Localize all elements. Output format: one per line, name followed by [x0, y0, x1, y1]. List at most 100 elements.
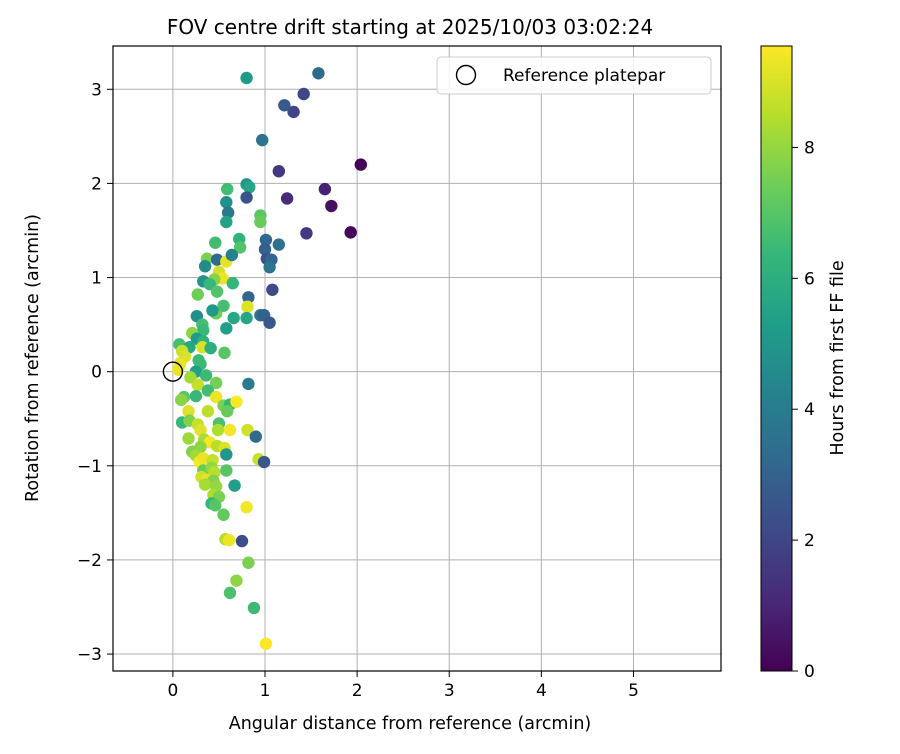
colorbar-tick-label: 8: [804, 138, 815, 158]
x-tick-label: 2: [352, 681, 363, 701]
scatter-point: [233, 241, 247, 254]
scatter-point: [263, 316, 276, 329]
y-tick-label: 0: [91, 363, 102, 383]
scatter-point: [209, 390, 223, 404]
x-axis-label: Angular distance from reference (arcmin): [229, 714, 592, 734]
scatter-point: [257, 455, 271, 469]
scatter-point: [258, 243, 272, 256]
scatter-point: [243, 180, 256, 194]
scatter-point: [354, 158, 368, 171]
y-tick-label: 1: [91, 269, 102, 289]
reference-platepar-marker: [162, 361, 184, 382]
scatter-point: [197, 324, 210, 337]
scatter-point: [198, 260, 212, 273]
x-tick-label: 5: [628, 681, 639, 701]
scatter-point: [256, 133, 269, 147]
colorbar-tick-label: 0: [804, 662, 815, 682]
scatter-point: [189, 389, 203, 403]
y-axis-label: Rotation from reference (arcmin): [23, 214, 43, 502]
scatter-point: [228, 479, 241, 492]
scatter-point: [227, 311, 240, 325]
colorbar: [760, 45, 793, 672]
x-tick-label: 1: [260, 681, 271, 701]
scatter-point: [191, 378, 204, 392]
scatter-point: [220, 322, 233, 335]
scatter-point: [226, 276, 239, 290]
y-tick-label: 2: [91, 174, 102, 194]
colorbar-tick-label: 4: [804, 400, 815, 420]
scatter-point: [300, 227, 313, 240]
scatter-point: [230, 395, 243, 408]
y-tick-label: −1: [77, 457, 102, 477]
scatter-point: [222, 533, 236, 547]
scatter-point: [220, 215, 233, 229]
scatter-point: [209, 376, 223, 390]
scatter-point: [225, 248, 239, 262]
scatter-point: [201, 384, 215, 397]
scatter-point: [240, 311, 253, 325]
x-tick-label: 3: [444, 681, 455, 701]
scatter-point: [209, 499, 222, 512]
scatter-point: [242, 291, 255, 304]
scatter-point: [221, 405, 234, 418]
scatter-point: [211, 423, 225, 437]
scatter-point: [318, 182, 332, 196]
legend-box: [436, 56, 712, 95]
scatter-point: [241, 423, 254, 437]
scatter-point: [204, 341, 217, 355]
scatter-point: [197, 452, 210, 465]
scatter-point: [209, 236, 222, 249]
colorbar-ticks: 0 2 4 6 8: [792, 138, 815, 682]
scatter-point: [242, 556, 255, 569]
x-axis-ticks: 0 1 2 3 4 5: [167, 671, 639, 701]
scatter-point: [206, 304, 219, 317]
scatter-point: [223, 423, 237, 437]
scatter-point: [210, 253, 224, 266]
scatter-point: [223, 586, 237, 600]
scatter-point: [287, 105, 300, 119]
colorbar-tick-label: 6: [804, 269, 815, 289]
scatter-point: [344, 226, 357, 239]
scatter-point: [312, 67, 325, 80]
legend-label: Reference platepar: [503, 66, 665, 86]
scatter-point: [220, 448, 233, 461]
chart-title: FOV centre drift starting at 2025/10/03 …: [167, 15, 653, 39]
scatter-point: [278, 99, 291, 112]
y-axis-ticks: −3 −2 −1 0 1 2 3: [77, 80, 113, 665]
scatter-point: [280, 192, 294, 205]
scatter-point: [263, 260, 276, 274]
scatter-point: [199, 369, 213, 382]
scatter-point: [218, 346, 231, 360]
scatter-point: [272, 238, 286, 251]
scatter-point: [249, 430, 262, 443]
scatter-point: [235, 534, 249, 548]
y-tick-label: −3: [77, 645, 102, 665]
scatter-point: [182, 432, 195, 445]
colorbar-label: Hours from first FF file: [828, 260, 848, 455]
scatter-point: [210, 285, 224, 298]
legend: Reference platepar: [436, 56, 712, 95]
colorbar-tick-label: 2: [804, 531, 815, 551]
x-tick-label: 4: [536, 681, 547, 701]
legend-marker-open-circle: [455, 64, 477, 86]
scatter-point: [220, 196, 233, 209]
scatter-points: [162, 67, 368, 650]
scatter-point: [198, 478, 212, 491]
scatter-point: [247, 601, 261, 615]
scatter-point: [182, 405, 195, 418]
y-tick-label: −2: [77, 551, 102, 571]
scatter-point: [259, 637, 273, 650]
scatter-point: [240, 501, 253, 514]
scatter-point: [259, 233, 273, 247]
plot-frame: [112, 45, 722, 672]
scatter-point: [191, 288, 204, 301]
scatter-point: [254, 215, 267, 229]
scatter-point: [240, 191, 253, 204]
scatter-point: [221, 182, 234, 196]
scatter-point: [242, 377, 255, 391]
scatter-point: [174, 393, 188, 407]
scatter-point: [240, 71, 253, 85]
